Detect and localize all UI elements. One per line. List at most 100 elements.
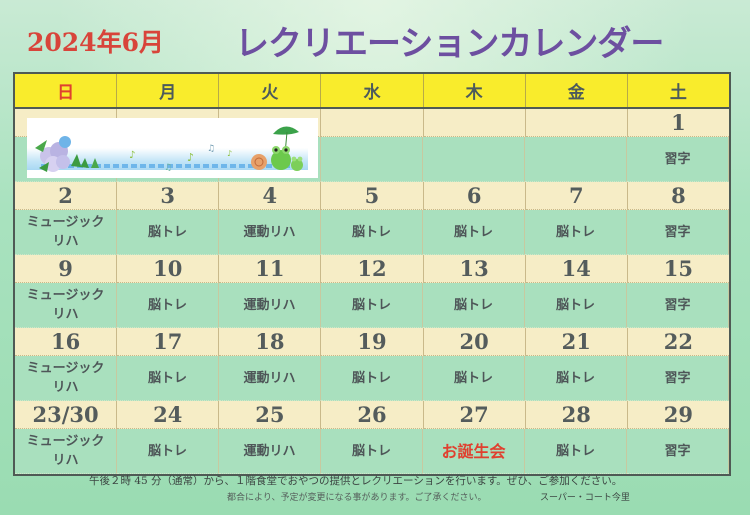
activity-row: ミュージック リハ 脳トレ 運動リハ 脳トレ お誕生会 脳トレ 習字 (15, 429, 729, 474)
date-cell: 10 (117, 255, 220, 283)
date-cell: 3 (117, 182, 220, 210)
date-cell: 22 (627, 328, 729, 356)
activity-cell: 習字 (627, 283, 729, 328)
activity-cell: 習字 (627, 137, 729, 182)
activity-row: ミュージック リハ 脳トレ 運動リハ 脳トレ 脳トレ 脳トレ 習字 (15, 283, 729, 328)
activity-cell: 脳トレ (423, 210, 525, 255)
activity-cell: 脳トレ (321, 356, 423, 401)
activity-label-line: リハ (52, 307, 79, 322)
activity-cell: お誕生会 (423, 429, 525, 474)
date-cell: 27 (423, 401, 526, 429)
activity-cell: ミュージック リハ (15, 283, 117, 328)
date-cell (525, 109, 628, 137)
activity-cell: 脳トレ (423, 356, 525, 401)
activity-cell: 運動リハ (219, 356, 321, 401)
svg-text:♪: ♪ (129, 150, 135, 161)
date-row: 16 17 18 19 20 21 22 (15, 328, 729, 356)
svg-text:♫: ♫ (164, 163, 172, 173)
activity-label-line: ミュージック (26, 361, 105, 376)
hydrangea-frog-icon: ♪ ♫ ♪ ♫ ♪ (35, 126, 303, 173)
activity-label-line: リハ (52, 453, 79, 468)
activity-cell: 運動リハ (219, 429, 321, 474)
weekday-mon: 月 (117, 74, 220, 107)
date-cell: 20 (423, 328, 526, 356)
date-cell: 7 (525, 182, 628, 210)
activity-label-line: リハ (52, 234, 79, 249)
activity-label-line: ミュージック (26, 434, 105, 449)
date-cell: 1 (627, 109, 729, 137)
first-week: 1 習字 ♪ ♫ ♪ ♫ ♪ (15, 109, 729, 182)
activity-cell: 脳トレ (525, 283, 627, 328)
date-cell: 8 (627, 182, 729, 210)
activity-row: ミュージック リハ 脳トレ 運動リハ 脳トレ 脳トレ 脳トレ 習字 (15, 210, 729, 255)
activity-cell: 脳トレ (321, 210, 423, 255)
activity-cell: 運動リハ (219, 283, 321, 328)
date-cell: 26 (321, 401, 424, 429)
facility-name: スーパー・コート今里 (540, 493, 630, 503)
date-cell: 13 (423, 255, 526, 283)
activity-label-line: リハ (52, 380, 79, 395)
date-cell: 21 (525, 328, 628, 356)
activity-cell: 脳トレ (525, 356, 627, 401)
date-cell: 2 (15, 182, 118, 210)
activity-cell: 脳トレ (117, 429, 219, 474)
activity-cell: 脳トレ (321, 429, 423, 474)
weekday-tue: 火 (219, 74, 322, 107)
activity-row: ミュージック リハ 脳トレ 運動リハ 脳トレ 脳トレ 脳トレ 習字 (15, 356, 729, 401)
weekday-fri: 金 (526, 74, 628, 107)
activity-cell: 脳トレ (423, 283, 525, 328)
date-cell: 17 (117, 328, 220, 356)
activity-cell: 脳トレ (117, 210, 219, 255)
activity-cell: ミュージック リハ (15, 210, 117, 255)
svg-text:♪: ♪ (187, 151, 194, 164)
date-cell: 19 (321, 328, 424, 356)
footer-note: 午後２時 45 分（通常）から、１階食堂でおやつの提供とレクリエーションを行いま… (89, 475, 623, 487)
activity-cell: 脳トレ (525, 429, 627, 474)
activity-cell: ミュージック リハ (15, 429, 117, 474)
date-cell: 15 (627, 255, 729, 283)
date-cell: 14 (525, 255, 628, 283)
decorative-banner-image: ♪ ♫ ♪ ♫ ♪ (27, 118, 318, 178)
calendar-weeks: 1 習字 ♪ ♫ ♪ ♫ ♪ (15, 109, 729, 474)
svg-text:♪: ♪ (227, 149, 232, 158)
date-cell: 18 (219, 328, 322, 356)
activity-cell: 習字 (627, 429, 729, 474)
activity-cell (219, 137, 321, 182)
title-row: 2024年6月 レクリエーションカレンダー (0, 12, 750, 64)
weekday-header: 日 月 火 水 木 金 土 (15, 74, 729, 109)
weekday-thu: 木 (424, 74, 526, 107)
svg-text:♫: ♫ (207, 144, 215, 154)
date-cell: 5 (321, 182, 424, 210)
activity-cell: 習字 (627, 210, 729, 255)
footer-disclaimer: 都合により、予定が変更になる事があります。ご了承ください。 (227, 493, 487, 503)
activity-label-line: ミュージック (26, 215, 105, 230)
activity-cell: 運動リハ (219, 210, 321, 255)
activity-cell: 脳トレ (117, 283, 219, 328)
date-cell (321, 109, 424, 137)
date-cell: 16 (15, 328, 118, 356)
date-cell: 29 (627, 401, 729, 429)
activity-cell: 脳トレ (525, 210, 627, 255)
weekday-sat: 土 (669, 83, 687, 103)
date-cell: 4 (219, 182, 322, 210)
activity-cell (423, 137, 525, 182)
date-cell: 6 (423, 182, 526, 210)
date-cell: 23/30 (15, 401, 118, 429)
weekday-sun: 日 (15, 74, 118, 107)
activity-cell: ミュージック リハ (15, 356, 117, 401)
date-cell: 11 (219, 255, 322, 283)
date-cell: 24 (117, 401, 220, 429)
activity-cell: 習字 (627, 356, 729, 401)
date-row: 9 10 11 12 13 14 15 (15, 255, 729, 283)
page-title: レクリエーションカレンダー (235, 24, 664, 64)
date-cell (423, 109, 526, 137)
title-date: 2024年6月 (27, 28, 164, 57)
date-cell: 28 (525, 401, 628, 429)
activity-cell: 脳トレ (321, 283, 423, 328)
weekday-wed: 水 (321, 74, 424, 107)
date-row: 23/30 24 25 26 27 28 29 (15, 401, 729, 429)
activity-cell: 脳トレ (117, 356, 219, 401)
activity-label-line: ミュージック (26, 288, 105, 303)
calendar-table: 日 月 火 水 木 金 土 1 習字 ♪ ♫ ♪ ♫ ♪ (13, 72, 731, 476)
